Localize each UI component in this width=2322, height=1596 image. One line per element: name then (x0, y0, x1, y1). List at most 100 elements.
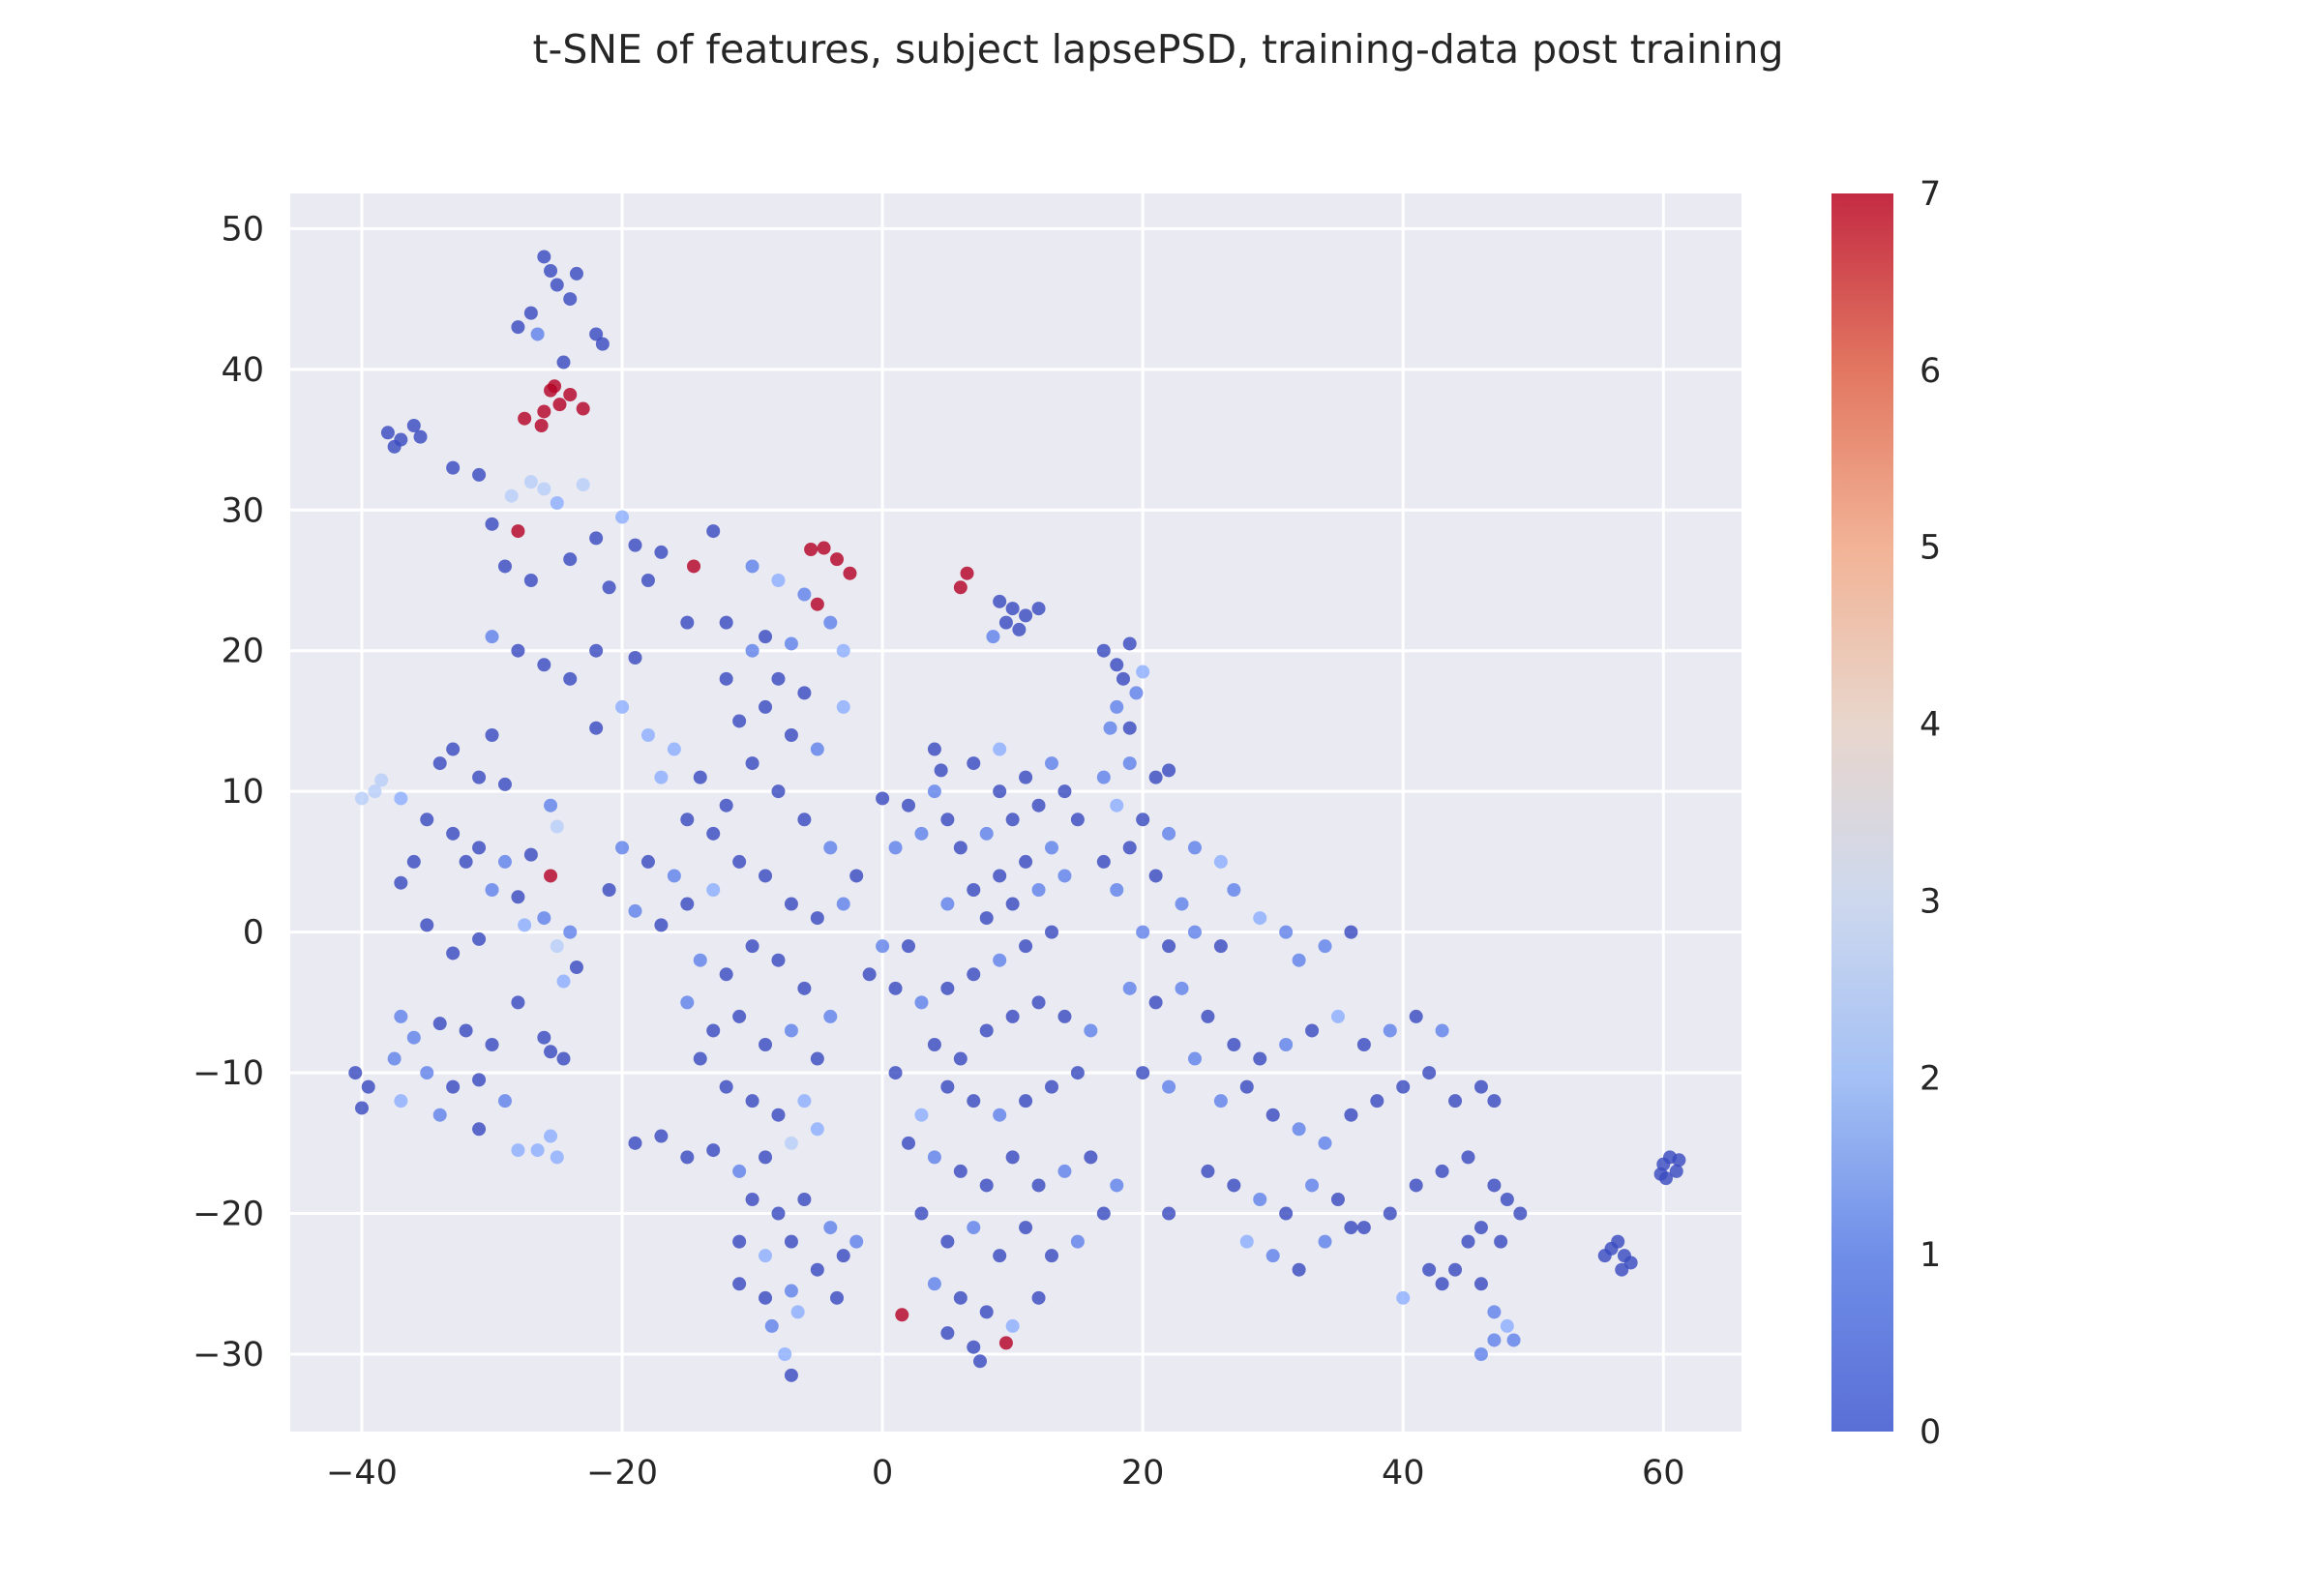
scatter-point (420, 813, 434, 827)
scatter-point (797, 981, 812, 995)
scatter-point (1213, 939, 1228, 954)
y-axis-ticks: −30 −20 −10 0 10 20 30 40 50 (193, 210, 264, 1374)
scatter-point (1292, 1262, 1306, 1277)
scatter-point (1031, 883, 1046, 897)
scatter-point (485, 1038, 499, 1051)
scatter-point (771, 671, 786, 686)
scatter-point (759, 1150, 773, 1165)
y-tick-label: 0 (243, 914, 264, 953)
scatter-point (563, 292, 578, 307)
scatter-point (589, 327, 604, 341)
scatter-point (902, 798, 916, 813)
scatter-point (810, 1262, 824, 1277)
scatter-point (993, 953, 1007, 967)
scatter-point (537, 250, 551, 264)
scatter-point (967, 1221, 981, 1235)
scatter-point (1500, 1193, 1514, 1206)
scatter-point (914, 995, 929, 1010)
scatter-point (595, 337, 610, 351)
scatter-point (902, 1136, 916, 1150)
scatter-point (511, 320, 525, 335)
scatter-point (810, 911, 824, 926)
scatter-point (784, 1136, 798, 1150)
colorbar-tick-label: 1 (1920, 1236, 1941, 1275)
scatter-point (745, 756, 759, 771)
scatter-point (544, 869, 558, 883)
scatter-point (1044, 925, 1058, 939)
scatter-point (719, 1079, 733, 1094)
scatter-point (953, 580, 968, 595)
scatter-point (394, 1094, 408, 1108)
scatter-point (732, 1234, 747, 1249)
scatter-point (563, 388, 578, 401)
scatter-point (504, 488, 519, 503)
scatter-point (1005, 1009, 1020, 1023)
y-tick-label: −30 (193, 1336, 264, 1374)
scatter-point (1292, 1122, 1306, 1137)
y-tick-label: 30 (221, 491, 264, 530)
colorbar-tick-label: 4 (1920, 706, 1941, 745)
scatter-point (810, 1051, 824, 1066)
scatter-point (1474, 1277, 1488, 1291)
scatter-point (973, 1354, 988, 1369)
scatter-point (544, 1045, 558, 1059)
scatter-point (518, 411, 532, 426)
scatter-point (354, 791, 369, 806)
scatter-point (1597, 1249, 1612, 1263)
scatter-point (1031, 602, 1046, 616)
scatter-point (1084, 1023, 1098, 1038)
scatter-point (1487, 1178, 1502, 1193)
scatter-point (706, 883, 721, 897)
scatter-point (380, 426, 395, 440)
x-tick-label: −40 (326, 1454, 398, 1493)
colorbar-ticks: 0 1 2 3 4 5 6 7 (1920, 175, 1941, 1452)
scatter-point (446, 1079, 461, 1094)
scatter-point (967, 1340, 981, 1354)
scatter-point (497, 559, 512, 574)
scatter-point (387, 439, 402, 454)
scatter-point (1031, 995, 1046, 1010)
scatter-point (836, 699, 850, 714)
scatter-point (1044, 1079, 1058, 1094)
scatter-point (771, 953, 786, 967)
scatter-point (406, 854, 421, 869)
scatter-point (927, 742, 941, 756)
scatter-point (1070, 813, 1085, 827)
scatter-point (1005, 897, 1020, 911)
scatter-point (1031, 798, 1046, 813)
scatter-point (654, 545, 669, 559)
scatter-point (1201, 1164, 1215, 1178)
scatter-point (563, 925, 578, 939)
scatter-point (1012, 622, 1027, 636)
scatter-point (537, 911, 551, 926)
scatter-point (1162, 1079, 1176, 1094)
scatter-point (823, 1221, 838, 1235)
scatter-point (1227, 1178, 1241, 1193)
scatter-point (1136, 813, 1150, 827)
scatter-point (960, 566, 974, 580)
scatter-point (1487, 1094, 1502, 1108)
scatter-point (589, 721, 604, 735)
scatter-point (1265, 1108, 1280, 1122)
scatter-point (1279, 1206, 1294, 1221)
scatter-point (472, 931, 487, 946)
scatter-point (784, 1234, 798, 1249)
scatter-point (1070, 1066, 1085, 1080)
scatter-point (817, 541, 831, 555)
scatter-point (394, 1009, 408, 1023)
scatter-point (569, 961, 583, 974)
scatter-point (986, 630, 1000, 644)
scatter-point (628, 651, 642, 665)
scatter-point (1265, 1249, 1280, 1263)
scatter-point (485, 728, 499, 742)
y-tick-label: −10 (193, 1054, 264, 1093)
scatter-point (797, 686, 812, 700)
x-tick-label: 20 (1121, 1454, 1165, 1493)
scatter-point (979, 1178, 994, 1193)
scatter-point (523, 574, 538, 587)
scatter-point (628, 1136, 642, 1150)
scatter-point (1175, 897, 1189, 911)
scatter-point (1500, 1318, 1514, 1333)
scatter-point (1448, 1094, 1463, 1108)
scatter-point (497, 854, 512, 869)
